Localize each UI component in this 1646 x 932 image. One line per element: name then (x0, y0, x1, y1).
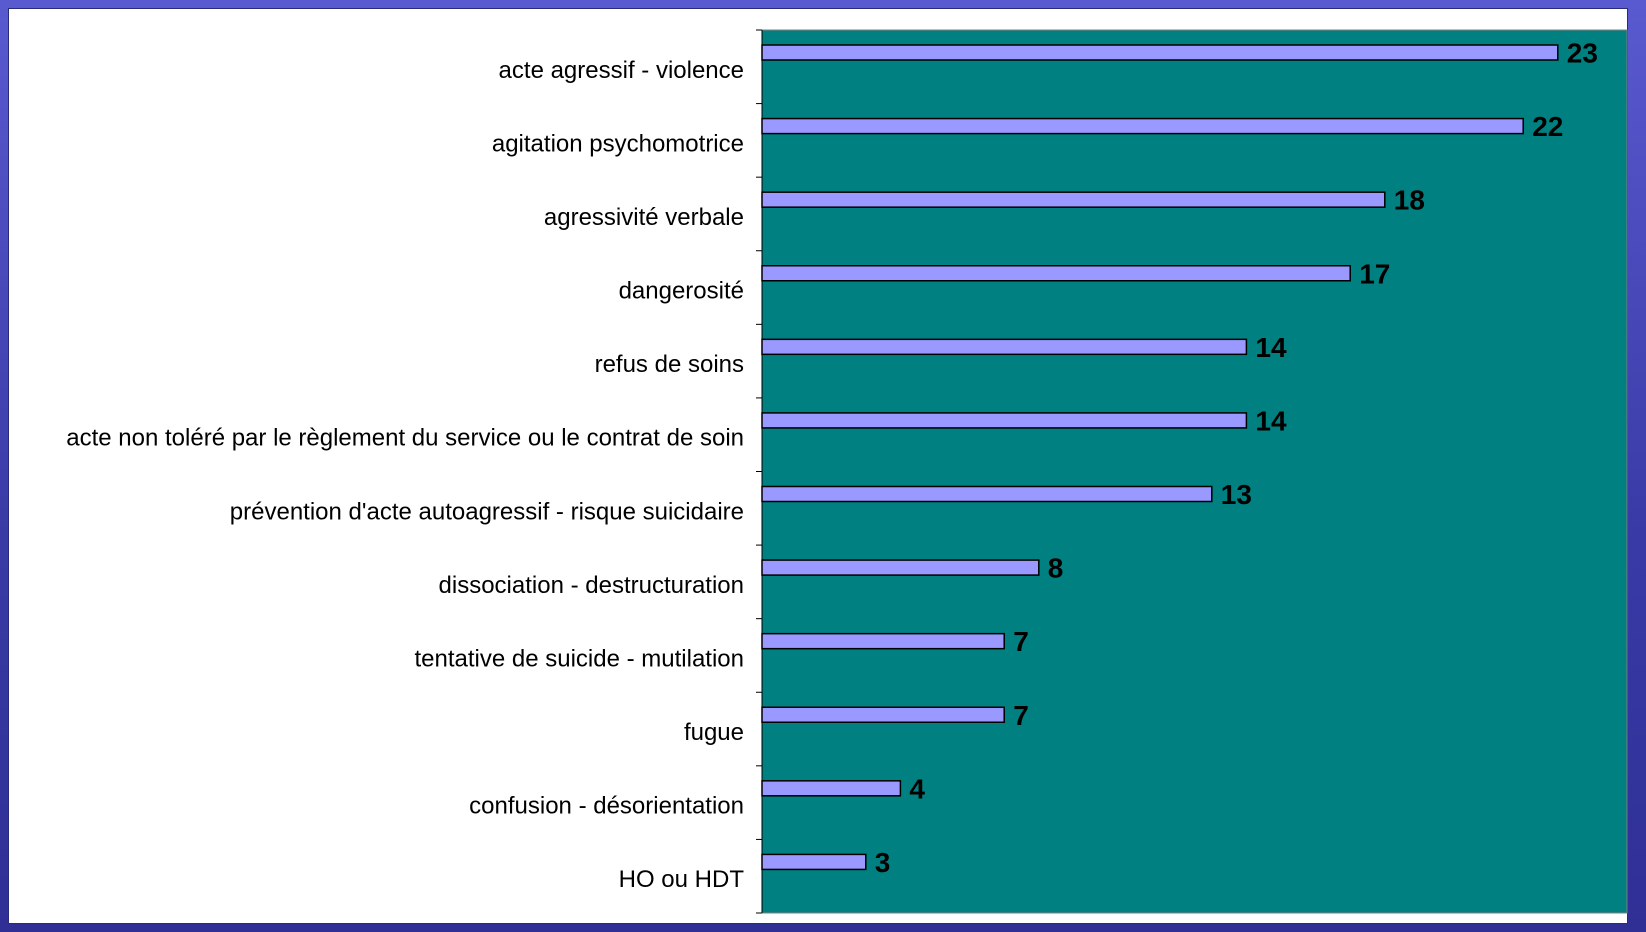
bar (761, 412, 1248, 429)
category-label: tentative de suicide - mutilation (414, 645, 744, 672)
bar (761, 338, 1248, 356)
bar (761, 780, 902, 797)
data-label: 4 (909, 773, 925, 804)
data-label: 17 (1359, 258, 1390, 289)
category-label: agressivité verbale (544, 204, 744, 231)
plot-area (761, 29, 1628, 914)
category-label: acte non toléré par le règlement du serv… (66, 425, 744, 452)
data-label: 8 (1048, 553, 1064, 584)
bar (761, 191, 1386, 208)
category-label: fugue (684, 719, 744, 746)
data-label: 18 (1394, 185, 1425, 216)
bar (761, 632, 1005, 650)
category-label: HO ou HDT (619, 866, 745, 893)
bar (761, 117, 1524, 135)
category-label: confusion - désorientation (469, 793, 744, 820)
data-label: 23 (1567, 38, 1598, 69)
bar (761, 559, 1040, 576)
category-label: refus de soins (595, 351, 744, 378)
category-label: acte agressif - violence (499, 57, 744, 84)
data-label: 14 (1255, 332, 1287, 363)
bar (761, 853, 867, 871)
category-label: prévention d'acte autoagressif - risque … (230, 498, 744, 525)
data-label: 13 (1221, 479, 1252, 510)
data-label: 3 (875, 847, 891, 878)
category-label: dangerosité (619, 278, 744, 305)
bar (761, 485, 1213, 503)
category-label: agitation psychomotrice (492, 130, 744, 157)
category-label: dissociation - destructuration (439, 572, 744, 599)
bar (761, 265, 1351, 282)
data-label: 22 (1532, 111, 1563, 142)
data-label: 14 (1255, 405, 1287, 436)
data-label: 7 (1013, 700, 1029, 731)
data-label: 7 (1013, 626, 1029, 657)
bar (761, 706, 1005, 723)
bar (761, 44, 1559, 61)
